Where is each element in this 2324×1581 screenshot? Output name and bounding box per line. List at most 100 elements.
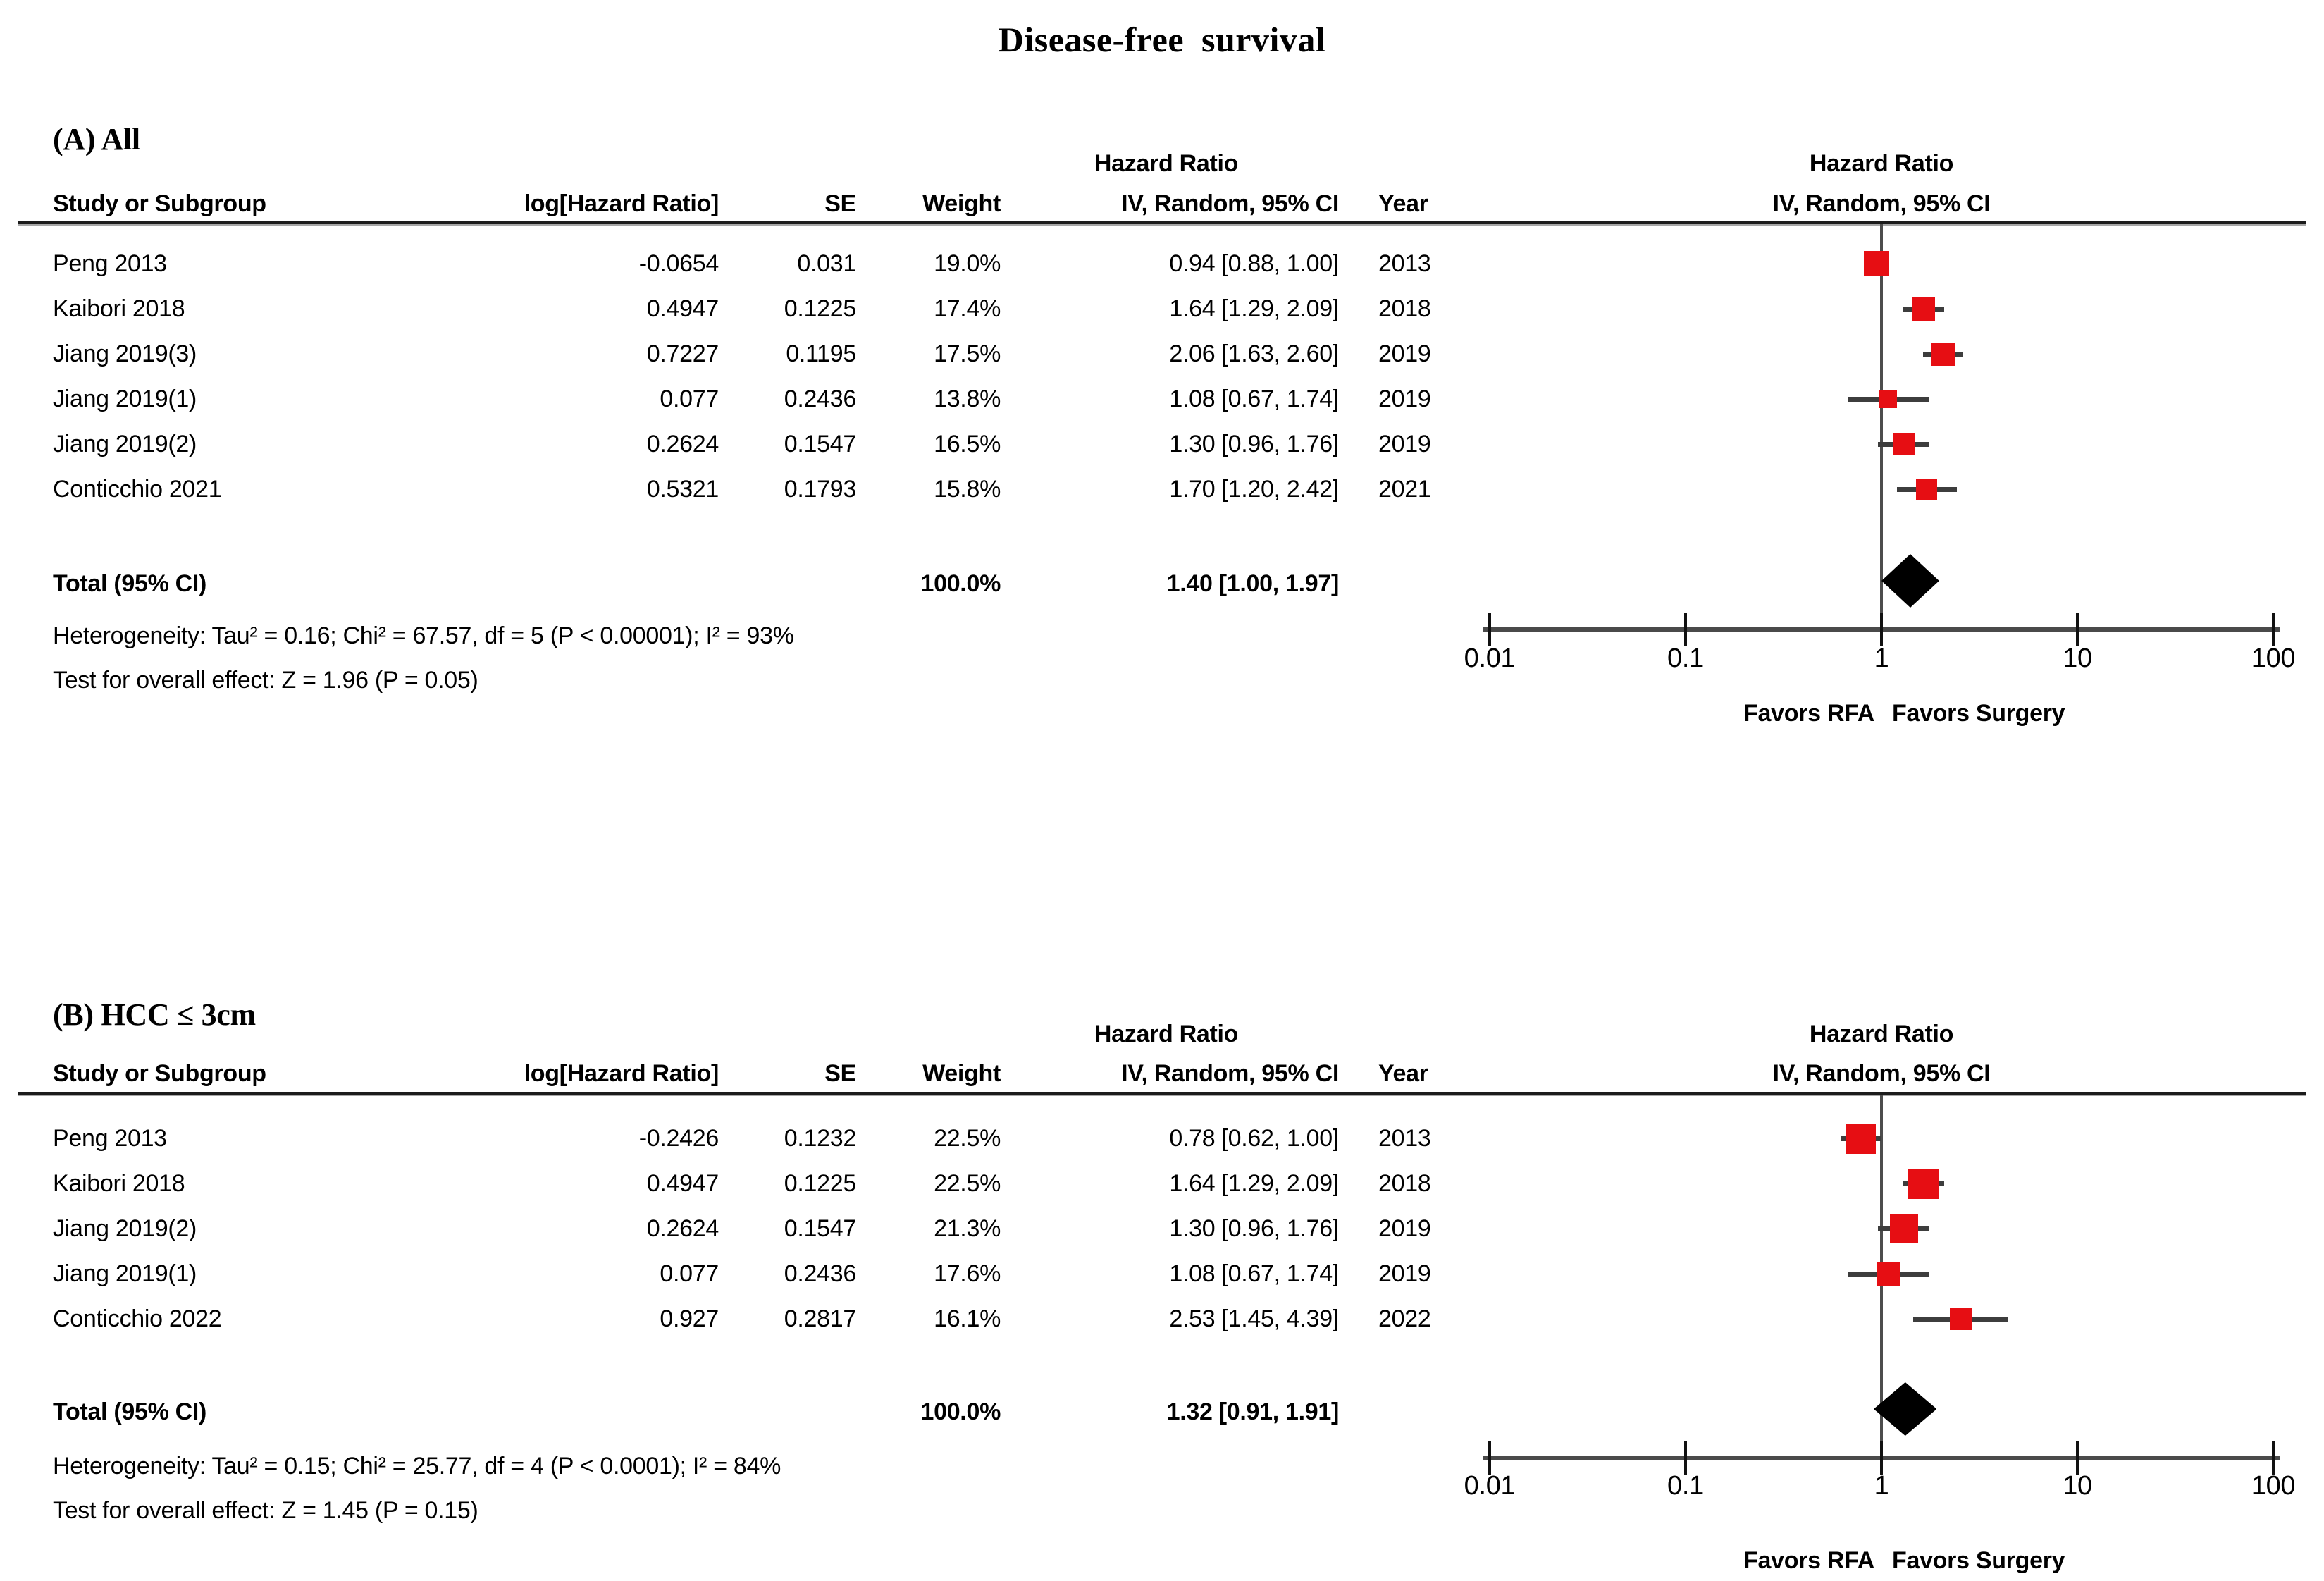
axis-tick-label: 1 <box>1874 1471 1889 1501</box>
cell-ci: 1.08 [0.67, 1.74] <box>1169 1260 1339 1287</box>
cell-log-hr: -0.2426 <box>638 1125 719 1152</box>
axis-tick <box>1880 613 1883 646</box>
column-header-study: Study or Subgroup <box>53 190 266 217</box>
cell-se: 0.1195 <box>786 340 856 367</box>
cell-log-hr: 0.077 <box>660 1260 719 1287</box>
header-rule-shadow <box>18 1095 2306 1096</box>
cell-year: 2019 <box>1378 340 1431 367</box>
axis-tick-label: 100 <box>2251 1471 2296 1501</box>
cell-weight: 17.6% <box>934 1260 1001 1287</box>
cell-year: 2019 <box>1378 1215 1431 1242</box>
axis-tick-label: 1 <box>1874 644 1889 673</box>
favors-rfa-label: Favors RFA <box>1743 700 1874 727</box>
cell-log-hr: 0.4947 <box>646 1170 719 1197</box>
study-name: Conticchio 2022 <box>53 1305 222 1332</box>
cell-se: 0.2817 <box>784 1305 857 1332</box>
axis-tick <box>1488 613 1491 646</box>
cell-ci: 2.53 [1.45, 4.39] <box>1169 1305 1339 1332</box>
cell-weight: 22.5% <box>934 1125 1001 1152</box>
study-name: Peng 2013 <box>53 250 167 277</box>
cell-log-hr: 0.7227 <box>646 340 719 367</box>
header-rule <box>18 1092 2306 1095</box>
column-header-weight: Weight <box>922 1060 1001 1087</box>
effect-square <box>1845 1123 1876 1154</box>
cell-se: 0.1232 <box>784 1125 857 1152</box>
cell-year: 2022 <box>1378 1305 1431 1332</box>
cell-weight: 17.5% <box>934 340 1001 367</box>
cell-log-hr: 0.2624 <box>646 1215 719 1242</box>
effect-square <box>1912 297 1936 321</box>
axis-tick <box>1488 1441 1491 1475</box>
cell-year: 2019 <box>1378 431 1431 457</box>
axis-tick <box>1684 613 1687 646</box>
cell-ci: 1.30 [0.96, 1.76] <box>1169 431 1339 457</box>
panel-label: (B) HCC ≤ 3cm <box>53 997 256 1032</box>
column-header-ci: IV, Random, 95% CI <box>1121 190 1339 217</box>
effect-square <box>1863 251 1889 276</box>
cell-weight: 16.1% <box>934 1305 1001 1332</box>
study-name: Conticchio 2021 <box>53 476 222 503</box>
favors-rfa-label: Favors RFA <box>1743 1547 1874 1574</box>
axis-tick-label: 0.1 <box>1667 1471 1704 1501</box>
study-name: Jiang 2019(1) <box>53 1260 197 1287</box>
cell-se: 0.2436 <box>784 1260 857 1287</box>
cell-se: 0.1225 <box>784 1170 857 1197</box>
overall-effect-text: Test for overall effect: Z = 1.96 (P = 0… <box>53 667 478 694</box>
axis-tick-label: 0.1 <box>1667 644 1704 673</box>
cell-ci: 1.30 [0.96, 1.76] <box>1169 1215 1339 1242</box>
cell-year: 2019 <box>1378 386 1431 412</box>
axis-tick-label: 10 <box>2063 644 2092 673</box>
cell-weight: 21.3% <box>934 1215 1001 1242</box>
cell-year: 2021 <box>1378 476 1431 503</box>
axis-tick-label: 0.01 <box>1464 1471 1516 1501</box>
axis-tick-label: 0.01 <box>1464 644 1516 673</box>
study-name: Kaibori 2018 <box>53 295 185 322</box>
cell-log-hr: 0.5321 <box>646 476 719 503</box>
plot-subheader-ci: IV, Random, 95% CI <box>1772 1060 1991 1087</box>
cell-se: 0.1547 <box>784 1215 857 1242</box>
total-weight: 100.0% <box>920 1398 1001 1425</box>
cell-log-hr: 0.4947 <box>646 295 719 322</box>
summary-diamond <box>1881 554 1939 608</box>
plot-subheader-ci: IV, Random, 95% CI <box>1772 190 1991 217</box>
heterogeneity-text: Heterogeneity: Tau² = 0.16; Chi² = 67.57… <box>53 622 794 649</box>
column-header-year: Year <box>1378 190 1428 217</box>
cell-log-hr: -0.0654 <box>638 250 719 277</box>
cell-ci: 2.06 [1.63, 2.60] <box>1169 340 1339 367</box>
axis-tick-label: 10 <box>2063 1471 2092 1501</box>
cell-log-hr: 0.077 <box>660 386 719 412</box>
cell-year: 2018 <box>1378 295 1431 322</box>
cell-ci: 1.64 [1.29, 2.09] <box>1169 295 1339 322</box>
cell-weight: 17.4% <box>934 295 1001 322</box>
effect-square <box>1893 433 1915 455</box>
cell-log-hr: 0.927 <box>660 1305 719 1332</box>
cell-weight: 15.8% <box>934 476 1001 503</box>
effect-square <box>1889 1214 1918 1243</box>
cell-se: 0.031 <box>797 250 856 277</box>
table-hazard-ratio-header: Hazard Ratio <box>1094 150 1239 177</box>
study-name: Jiang 2019(2) <box>53 1215 197 1242</box>
heterogeneity-text: Heterogeneity: Tau² = 0.15; Chi² = 25.77… <box>53 1453 781 1480</box>
total-weight: 100.0% <box>920 570 1001 597</box>
cell-ci: 0.94 [0.88, 1.00] <box>1169 250 1339 277</box>
favors-surgery-label: Favors Surgery <box>1892 1547 2065 1574</box>
effect-square <box>1949 1308 1972 1330</box>
axis-tick <box>2076 1441 2079 1475</box>
total-ci: 1.40 [1.00, 1.97] <box>1166 570 1340 597</box>
cell-log-hr: 0.2624 <box>646 431 719 457</box>
axis-tick <box>1880 1441 1883 1475</box>
figure-title: Disease-free survival <box>998 20 1326 59</box>
effect-square <box>1908 1168 1939 1199</box>
overall-effect-text: Test for overall effect: Z = 1.45 (P = 0… <box>53 1497 478 1524</box>
cell-year: 2019 <box>1378 1260 1431 1287</box>
column-header-log-hr: log[Hazard Ratio] <box>524 1060 719 1087</box>
study-name: Peng 2013 <box>53 1125 167 1152</box>
favors-surgery-label: Favors Surgery <box>1892 700 2065 727</box>
column-header-year: Year <box>1378 1060 1428 1087</box>
cell-se: 0.1793 <box>784 476 857 503</box>
column-header-se: SE <box>824 190 856 217</box>
column-header-se: SE <box>824 1060 856 1087</box>
table-hazard-ratio-header: Hazard Ratio <box>1094 1021 1239 1047</box>
axis-tick <box>2076 613 2079 646</box>
